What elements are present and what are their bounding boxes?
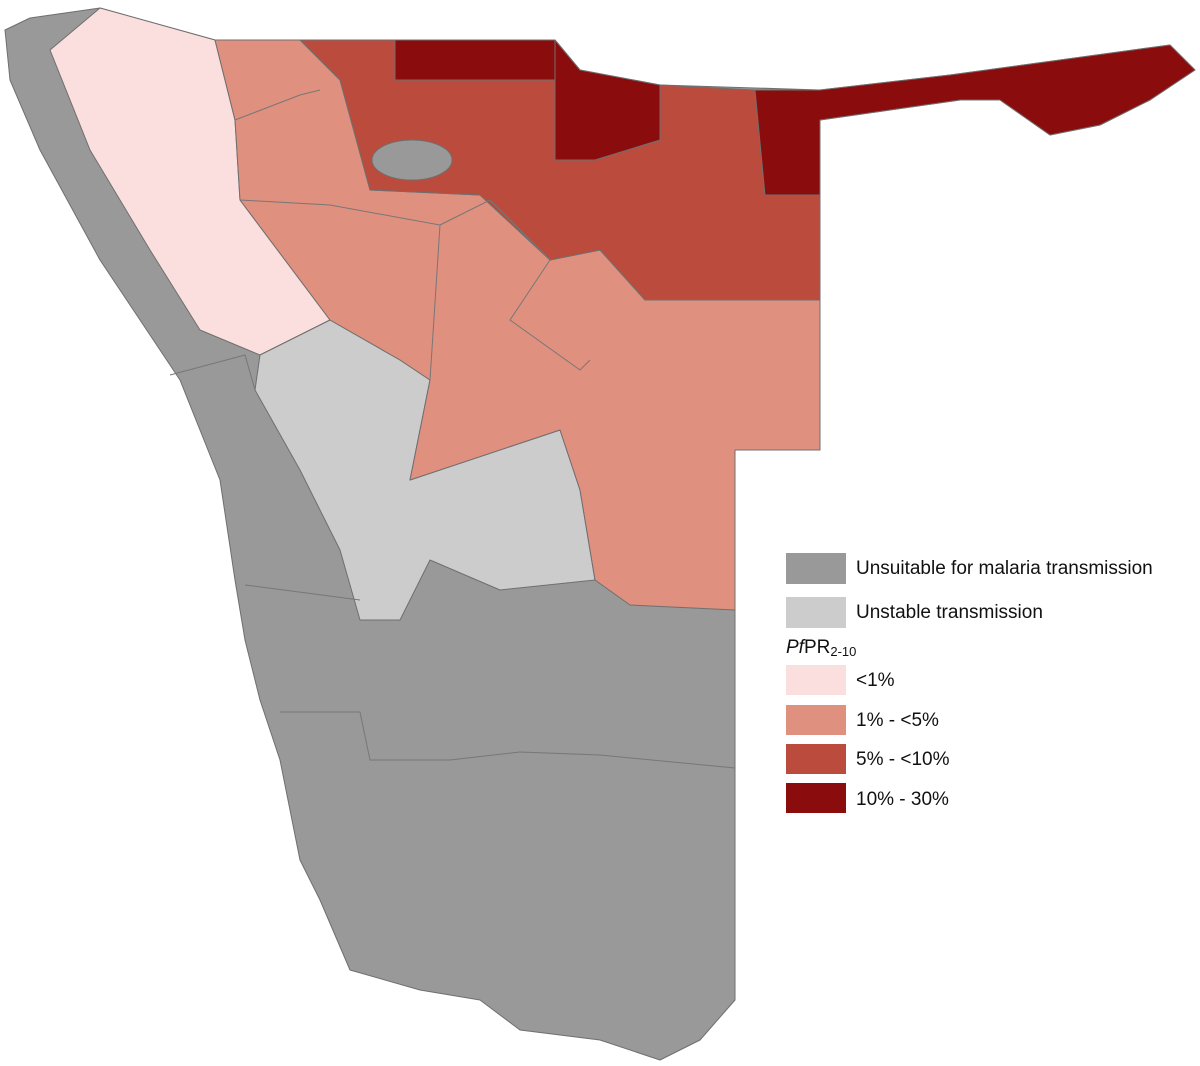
legend: Unsuitable for malaria transmission Unst… (786, 553, 1153, 813)
legend-label: 1% - <5% (856, 710, 939, 731)
legend-label: 10% - 30% (856, 789, 949, 810)
region-very-high (394, 39, 556, 81)
legend-title-main: PR (804, 637, 830, 658)
legend-swatch (786, 744, 846, 774)
legend-label: <1% (856, 670, 895, 691)
boundary (244, 584, 361, 601)
legend-title-prefix: Pf (786, 637, 806, 658)
legend-title: PfPR2-10 (786, 637, 856, 659)
legend-swatch (786, 705, 846, 735)
legend-label: Unstable transmission (856, 602, 1043, 623)
boundary (234, 89, 321, 121)
region-very-high (554, 39, 661, 161)
legend-label: Unsuitable for malaria transmission (856, 558, 1153, 579)
regions (4, 7, 1196, 1061)
legend-title-subscript: 2-10 (830, 644, 856, 659)
boundary (439, 199, 591, 371)
region-very-high (754, 44, 1196, 196)
pan-area (371, 139, 453, 181)
legend-swatch (786, 597, 846, 628)
boundary (280, 711, 736, 769)
legend-swatch (786, 783, 846, 813)
legend-label: 5% - <10% (856, 749, 950, 770)
legend-swatch (786, 553, 846, 584)
legend-swatch (786, 665, 846, 695)
boundary (169, 354, 256, 391)
boundary (239, 199, 441, 381)
